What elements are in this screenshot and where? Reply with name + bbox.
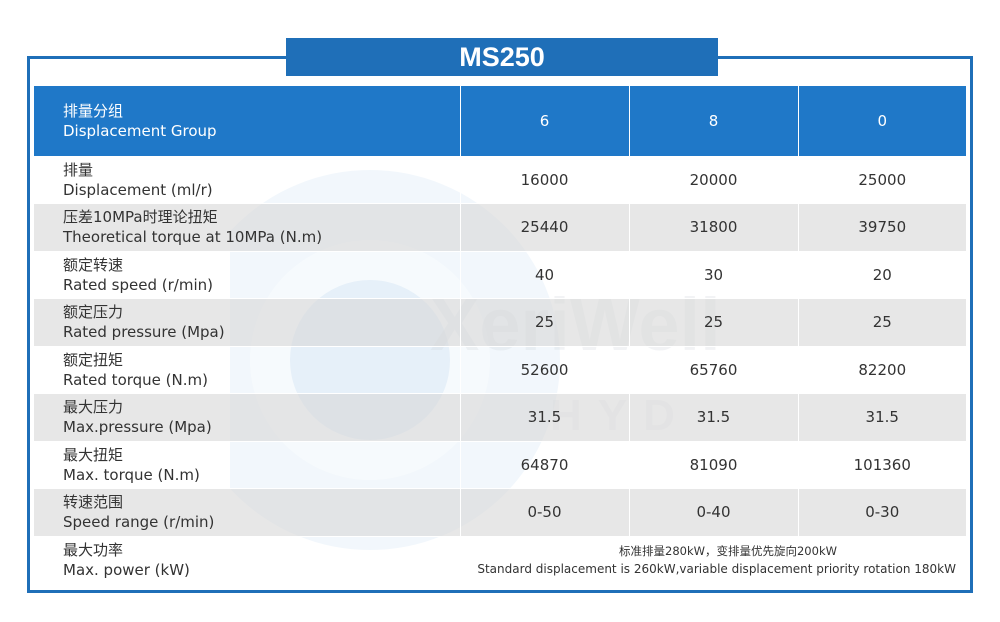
header-row: 排量分组 Displacement Group 6 8 0 xyxy=(34,86,966,156)
max-power-note: 标准排量280kW，变排量优先旋向200kW Standard displace… xyxy=(460,536,966,584)
value-cell: 25 xyxy=(628,298,798,347)
value-cell: 82200 xyxy=(797,346,966,394)
spec-table: 排量分组 Displacement Group 6 8 0 排量 Displac… xyxy=(34,86,966,584)
row-label: 最大功率 Max. power (kW) xyxy=(34,536,460,584)
header-label-cn: 排量分组 xyxy=(63,102,124,120)
value-cell: 20 xyxy=(797,251,966,299)
value-cell: 65760 xyxy=(628,346,798,394)
value-cell: 20000 xyxy=(628,156,798,204)
value-cell: 25 xyxy=(459,298,629,347)
row-label-en: Theoretical torque at 10MPa (N.m) xyxy=(63,228,323,247)
value-cell: 52600 xyxy=(459,346,629,394)
value-cell: 25 xyxy=(797,298,966,347)
table-row: 最大压力 Max.pressure (Mpa) 31.5 31.5 31.5 xyxy=(34,393,966,442)
row-label-cn: 最大扭矩 xyxy=(63,445,124,464)
max-power-note-cn: 标准排量280kW，变排量优先旋向200kW xyxy=(619,543,837,558)
value-cell: 39750 xyxy=(797,203,966,252)
row-label-en: Displacement (ml/r) xyxy=(63,180,213,199)
row-label-cn: 压差10MPa时理论扭矩 xyxy=(63,208,218,227)
row-label: 额定压力 Rated pressure (Mpa) xyxy=(34,298,460,347)
value-cell: 31.5 xyxy=(797,393,966,442)
value-cell: 31.5 xyxy=(459,393,629,442)
row-label: 最大扭矩 Max. torque (N.m) xyxy=(34,441,460,489)
header-label-en: Displacement Group xyxy=(63,122,217,140)
table-row-max-power: 最大功率 Max. power (kW) 标准排量280kW，变排量优先旋向20… xyxy=(34,536,966,584)
row-label-en: Max. torque (N.m) xyxy=(63,465,200,484)
value-cell: 16000 xyxy=(459,156,629,204)
row-label-cn: 转速范围 xyxy=(63,493,124,512)
group-header: 8 xyxy=(629,86,799,156)
group-header: 6 xyxy=(460,86,630,156)
group-header: 0 xyxy=(877,112,888,130)
value-cell: 30 xyxy=(628,251,798,299)
value-cell: 64870 xyxy=(459,441,629,489)
value-cell: 31.5 xyxy=(628,393,798,442)
value-cell: 25000 xyxy=(797,156,966,204)
row-label-cn: 额定转速 xyxy=(63,255,124,274)
header-label-cell: 排量分组 Displacement Group xyxy=(34,86,461,156)
value-cell: 101360 xyxy=(797,441,966,489)
value-cell: 81090 xyxy=(628,441,798,489)
table-row: 压差10MPa时理论扭矩 Theoretical torque at 10MPa… xyxy=(34,203,966,252)
row-label-cn: 额定压力 xyxy=(63,303,124,322)
value-cell: 0-50 xyxy=(459,488,629,537)
row-label-cn: 最大压力 xyxy=(63,398,124,417)
table-row: 额定压力 Rated pressure (Mpa) 25 25 25 xyxy=(34,298,966,347)
row-label: 额定扭矩 Rated torque (N.m) xyxy=(34,346,460,394)
value-cell: 0-30 xyxy=(797,488,966,537)
row-label: 压差10MPa时理论扭矩 Theoretical torque at 10MPa… xyxy=(34,203,460,252)
row-label: 额定转速 Rated speed (r/min) xyxy=(34,251,460,299)
row-label-en: Rated pressure (Mpa) xyxy=(63,323,225,342)
row-label-en: Rated speed (r/min) xyxy=(63,275,213,294)
table-row: 额定转速 Rated speed (r/min) 40 30 20 xyxy=(34,251,966,299)
table-row: 最大扭矩 Max. torque (N.m) 64870 81090 10136… xyxy=(34,441,966,489)
table-row: 转速范围 Speed range (r/min) 0-50 0-40 0-30 xyxy=(34,488,966,537)
value-cell: 31800 xyxy=(628,203,798,252)
row-label-en: Max.pressure (Mpa) xyxy=(63,418,212,437)
row-label-cn: 额定扭矩 xyxy=(63,350,124,369)
row-label-cn: 最大功率 xyxy=(63,540,124,559)
table-row: 额定扭矩 Rated torque (N.m) 52600 65760 8220… xyxy=(34,346,966,394)
value-cell: 0-40 xyxy=(628,488,798,537)
row-label-en: Max. power (kW) xyxy=(63,560,190,579)
row-label: 排量 Displacement (ml/r) xyxy=(34,156,460,204)
row-label: 转速范围 Speed range (r/min) xyxy=(34,488,460,537)
model-title: MS250 xyxy=(286,38,718,76)
row-label: 最大压力 Max.pressure (Mpa) xyxy=(34,393,460,442)
value-cell: 25440 xyxy=(459,203,629,252)
max-power-note-en: Standard displacement is 260kW,variable … xyxy=(477,561,956,576)
table-row: 排量 Displacement (ml/r) 16000 20000 25000 xyxy=(34,156,966,204)
value-cell: 40 xyxy=(459,251,629,299)
row-label-en: Speed range (r/min) xyxy=(63,513,215,532)
row-label-en: Rated torque (N.m) xyxy=(63,370,208,389)
row-label-cn: 排量 xyxy=(63,160,94,179)
